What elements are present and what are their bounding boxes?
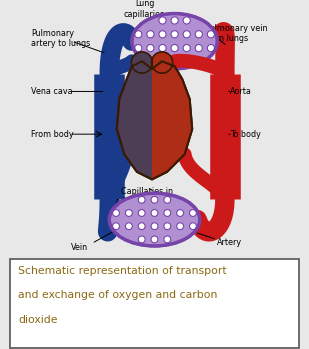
Circle shape [164,223,171,230]
Circle shape [138,223,145,230]
Circle shape [177,223,184,230]
Text: Artery: Artery [217,238,243,247]
Circle shape [138,196,145,203]
Circle shape [135,45,142,52]
Circle shape [189,223,197,230]
Circle shape [125,223,132,230]
Circle shape [159,58,166,66]
Ellipse shape [109,193,200,246]
Circle shape [135,31,142,38]
Text: dioxide: dioxide [18,314,57,325]
Circle shape [171,45,178,52]
Circle shape [183,45,190,52]
Text: Vein: Vein [70,243,88,252]
Circle shape [159,45,166,52]
Circle shape [207,31,214,38]
Text: Capillaries in
body organs apart
from the lungs: Capillaries in body organs apart from th… [110,187,184,217]
Circle shape [164,196,171,203]
Circle shape [151,236,158,243]
Text: Lung
capillaries: Lung capillaries [124,0,170,34]
Polygon shape [117,61,152,179]
Circle shape [164,236,171,243]
Text: Aorta: Aorta [230,87,252,96]
Ellipse shape [132,14,217,69]
Circle shape [159,31,166,38]
Circle shape [177,209,184,216]
Text: Pulmonary vein
from lungs: Pulmonary vein from lungs [205,24,267,43]
Circle shape [138,236,145,243]
Text: Pulmonary
artery to lungs: Pulmonary artery to lungs [32,29,91,49]
Circle shape [189,209,197,216]
Circle shape [183,58,190,66]
Circle shape [195,45,202,52]
Polygon shape [117,61,192,179]
Circle shape [151,52,173,73]
Ellipse shape [109,193,200,246]
Circle shape [195,31,202,38]
Circle shape [171,17,178,24]
Circle shape [171,58,178,66]
Circle shape [207,45,214,52]
Circle shape [171,31,178,38]
Text: To body: To body [230,130,261,139]
Circle shape [147,31,154,38]
Circle shape [131,52,152,73]
Circle shape [125,209,132,216]
Text: and exchange of oxygen and carbon: and exchange of oxygen and carbon [18,290,217,300]
Circle shape [112,209,120,216]
Circle shape [138,209,145,216]
Circle shape [151,209,158,216]
Circle shape [183,17,190,24]
Circle shape [112,223,120,230]
Polygon shape [152,61,192,179]
Circle shape [159,17,166,24]
Circle shape [131,52,152,73]
FancyBboxPatch shape [10,259,299,348]
Text: From body: From body [32,130,74,139]
Circle shape [151,52,173,73]
Circle shape [151,196,158,203]
Ellipse shape [132,14,217,69]
Circle shape [183,31,190,38]
Circle shape [151,223,158,230]
Text: Vena cava: Vena cava [32,87,73,96]
Text: Schematic representation of transport: Schematic representation of transport [18,266,226,275]
Circle shape [164,209,171,216]
Circle shape [147,45,154,52]
